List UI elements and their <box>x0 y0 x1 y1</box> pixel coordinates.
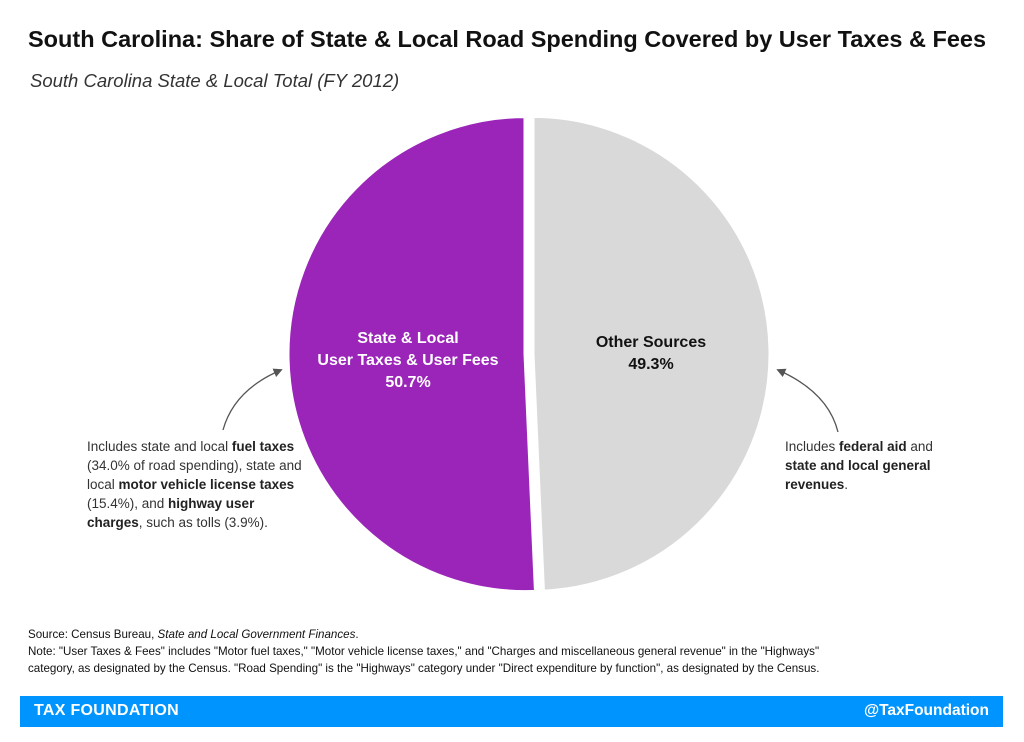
footer-brand: TAX FOUNDATION <box>34 702 179 719</box>
pie-slice-user-taxes <box>285 114 539 595</box>
slice-label-user-taxes-value: 50.7% <box>385 374 431 391</box>
slice-label-other-sources: Other Sources 49.3% <box>566 332 736 376</box>
slice-label-other-sources-name: Other Sources <box>595 334 707 351</box>
slice-label-user-taxes: State & Local User Taxes & User Fees 50.… <box>308 328 508 394</box>
annotation-arrow-right <box>776 368 839 433</box>
chart-subtitle: South Carolina State & Local Total (FY 2… <box>30 70 400 91</box>
chart-title: South Carolina: Share of State & Local R… <box>28 26 987 52</box>
source-line: Source: Census Bureau, State and Local G… <box>28 628 359 641</box>
note-line-1: Note: "User Taxes & Fees" includes "Moto… <box>28 645 820 658</box>
annotation-other-sources: Includes federal aid and state and local… <box>785 439 933 492</box>
annotation-motor-vehicle-license-taxes: motor vehicle license taxes <box>118 477 295 492</box>
annotation-user-taxes: Includes state and local fuel taxes (34.… <box>87 439 302 530</box>
annotation-general-revenues: state and local general revenues <box>785 458 931 492</box>
annotation-arrow-left <box>222 368 283 431</box>
pie-slice-other-sources <box>530 113 773 594</box>
annotation-fuel-taxes: fuel taxes <box>231 439 295 454</box>
slice-label-other-sources-value: 49.3% <box>628 356 674 373</box>
slice-label-user-taxes-name-1: State & Local <box>357 330 459 347</box>
annotation-federal-aid: federal aid <box>839 439 907 454</box>
source-notes: Source: Census Bureau, State and Local G… <box>28 626 1003 677</box>
slice-label-user-taxes-name-2: User Taxes & User Fees <box>317 352 499 369</box>
annotation-highway-user-charges: highway user charges <box>87 496 255 530</box>
footer-handle: @TaxFoundation <box>863 702 989 719</box>
note-line-2: category, as designated by the Census. "… <box>28 662 820 675</box>
footer-bar: TAX FOUNDATION @TaxFoundation <box>20 696 1003 727</box>
